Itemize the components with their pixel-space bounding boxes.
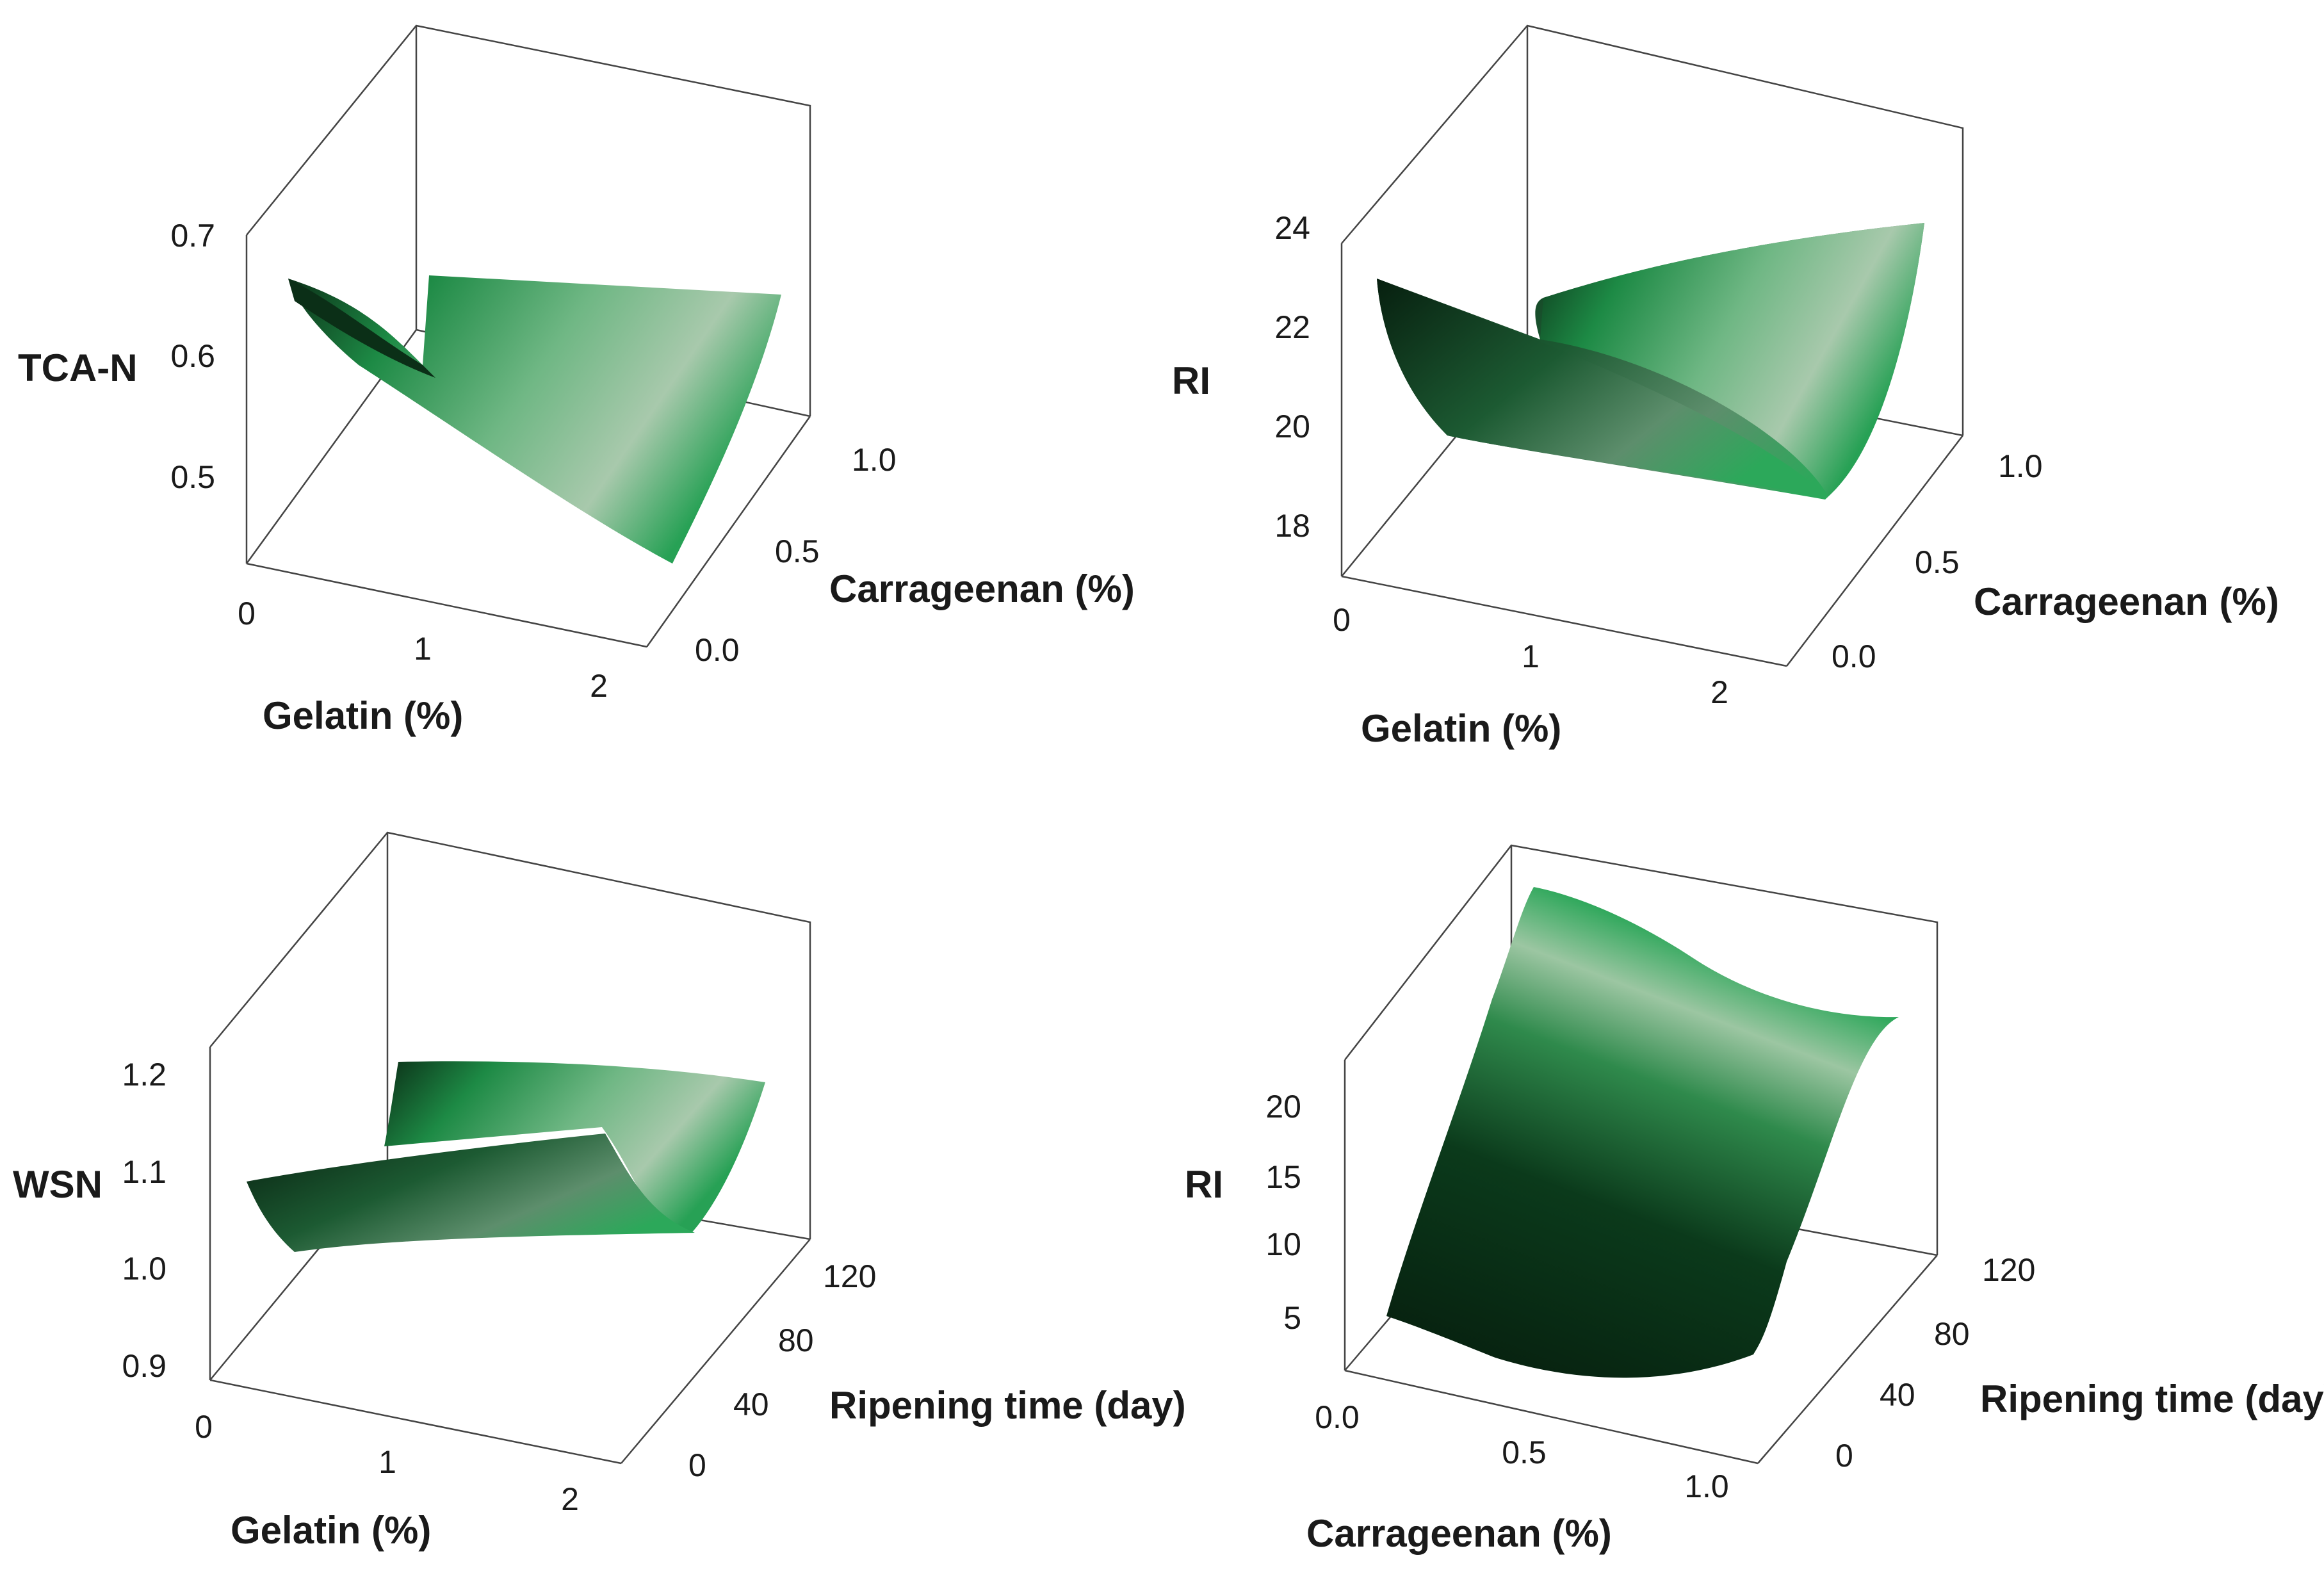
y-tick-label: 0: [688, 1447, 706, 1483]
x-tick-label: 1: [414, 631, 432, 667]
z-axis-label: TCA-N: [18, 346, 138, 389]
z-tick-label: 20: [1274, 409, 1310, 444]
y-tick-label: 1.0: [852, 442, 897, 478]
x-tick-label: 0.0: [1315, 1399, 1360, 1435]
y-ticks: 0.0 0.5 1.0: [695, 442, 897, 668]
y-tick-label: 80: [778, 1322, 814, 1358]
axes-frame: [1340, 24, 1964, 667]
panel-ri-carrageenan-time: 5 10 15 20 0.0 0.5 1.0 0 40 80 120 RI Ca…: [1185, 844, 2324, 1555]
z-tick-label: 18: [1274, 508, 1310, 544]
z-ticks: 0.5 0.6 0.7: [170, 218, 215, 495]
y-tick-label: 0.5: [775, 533, 820, 569]
y-axis-label: Carrageenan (%): [829, 567, 1135, 610]
y-ticks: 0 40 80 120: [688, 1258, 876, 1483]
x-tick-label: 0: [1333, 602, 1351, 638]
x-ticks: 0 1 2: [238, 596, 608, 704]
panel-ri-gelatin-carrageenan: 18 20 22 24 0 1 2 0.0 0.5 1.0 RI Gelatin…: [1172, 24, 2279, 750]
z-tick-label: 24: [1274, 210, 1310, 246]
x-axis-label: Carrageenan (%): [1306, 1512, 1612, 1555]
z-tick-label: 0.5: [170, 459, 215, 495]
panel-wsn: 0.9 1.0 1.1 1.2 0 1 2 0 40 80 120 WSN Ge…: [13, 831, 1186, 1552]
x-tick-label: 0: [195, 1409, 213, 1445]
x-ticks: 0 1 2: [1333, 602, 1728, 710]
z-tick-label: 15: [1265, 1159, 1301, 1195]
x-ticks: 0.0 0.5 1.0: [1315, 1399, 1729, 1504]
z-ticks: 0.9 1.0 1.1 1.2: [122, 1057, 167, 1384]
y-tick-label: 120: [823, 1258, 876, 1294]
x-tick-label: 2: [590, 668, 608, 704]
z-tick-label: 0.7: [170, 218, 215, 254]
y-tick-label: 80: [1934, 1316, 1970, 1352]
x-axis-label: Gelatin (%): [1361, 707, 1561, 750]
y-tick-label: 0.0: [695, 632, 740, 668]
z-tick-label: 22: [1274, 309, 1310, 345]
z-tick-label: 1.2: [122, 1057, 167, 1093]
x-ticks: 0 1 2: [195, 1409, 579, 1517]
z-tick-label: 20: [1265, 1089, 1301, 1125]
x-tick-label: 1: [378, 1444, 396, 1480]
y-ticks: 0.0 0.5 1.0: [1832, 448, 2043, 674]
surface: [288, 275, 781, 564]
y-axis-label: Ripening time (day): [1980, 1378, 2324, 1420]
y-axis-label: Carrageenan (%): [1974, 580, 2279, 623]
z-tick-label: 1.0: [122, 1251, 167, 1287]
y-tick-label: 0.0: [1832, 638, 1876, 674]
x-tick-label: 1: [1522, 638, 1540, 674]
x-tick-label: 1.0: [1684, 1468, 1729, 1504]
z-tick-label: 0.6: [170, 338, 215, 374]
z-ticks: 18 20 22 24: [1274, 210, 1310, 544]
panel-tca-n: 0.5 0.6 0.7 0 1 2 0.0 0.5 1.0 TCA-N Gela…: [18, 24, 1135, 737]
y-tick-label: 40: [733, 1386, 769, 1422]
z-tick-label: 10: [1265, 1226, 1301, 1262]
y-tick-label: 120: [1982, 1252, 2035, 1288]
surface: [247, 1061, 765, 1252]
x-tick-label: 2: [1710, 674, 1728, 710]
y-ticks: 0 40 80 120: [1835, 1252, 2035, 1474]
y-tick-label: 0.5: [1915, 544, 1960, 580]
z-ticks: 5 10 15 20: [1265, 1089, 1301, 1336]
z-tick-label: 0.9: [122, 1348, 167, 1384]
z-axis-label: RI: [1185, 1163, 1223, 1206]
x-tick-label: 0: [238, 596, 256, 631]
x-axis-label: Gelatin (%): [263, 694, 463, 737]
z-axis-label: WSN: [13, 1163, 102, 1206]
y-tick-label: 1.0: [1998, 448, 2043, 484]
z-axis-label: RI: [1172, 359, 1210, 402]
z-tick-label: 5: [1283, 1300, 1301, 1336]
y-axis-label: Ripening time (day): [829, 1384, 1186, 1427]
x-tick-label: 0.5: [1502, 1435, 1547, 1470]
z-tick-label: 1.1: [122, 1154, 167, 1190]
surface: [1386, 887, 1899, 1378]
x-axis-label: Gelatin (%): [231, 1509, 431, 1552]
y-tick-label: 40: [1880, 1377, 1915, 1413]
y-tick-label: 0: [1835, 1438, 1853, 1474]
surface: [1377, 223, 1924, 500]
x-tick-label: 2: [561, 1481, 579, 1517]
